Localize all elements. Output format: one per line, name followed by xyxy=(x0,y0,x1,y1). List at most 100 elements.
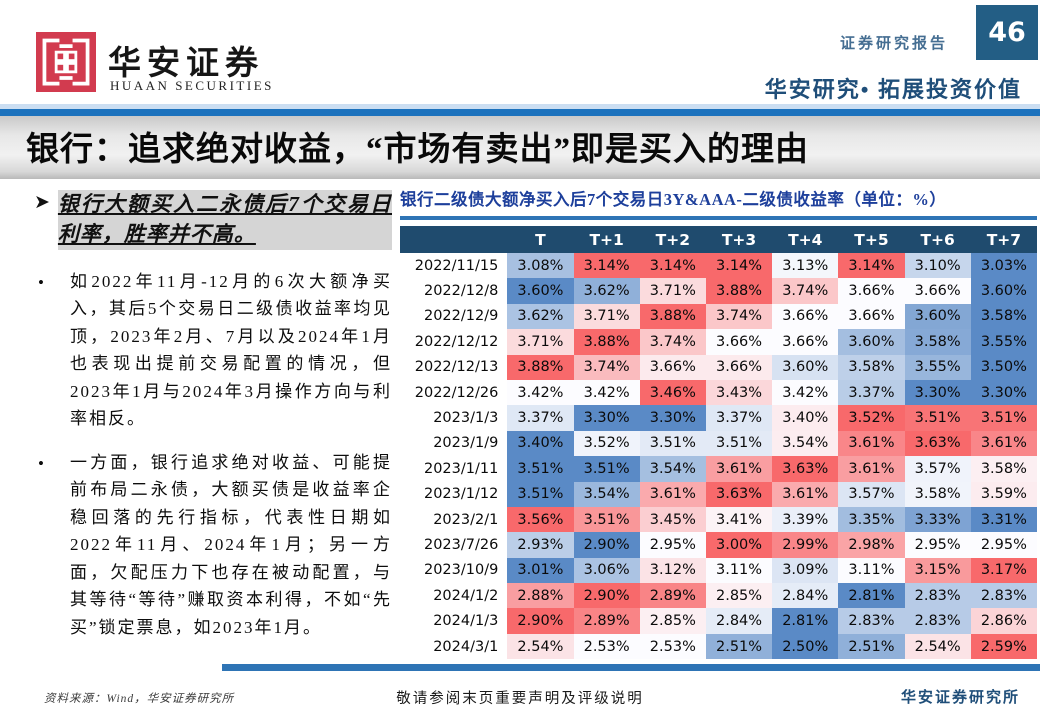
value-cell: 2.83% xyxy=(970,583,1037,609)
heatmap-table-block: 银行二级债大额净买入后7个交易日3Y&AAA-二级债收益率（单位：%） T T+1… xyxy=(400,186,1037,660)
value-cell: 2.83% xyxy=(838,608,905,634)
value-cell: 3.66% xyxy=(772,329,839,355)
date-cell: 2022/12/9 xyxy=(400,303,508,330)
brand-name-cn: 华安证券 xyxy=(108,46,264,82)
value-cell: 2.89% xyxy=(573,608,640,634)
value-cell: 3.33% xyxy=(904,506,971,533)
date-cell: 2023/1/3 xyxy=(400,405,508,431)
table-title-divider xyxy=(400,216,1037,220)
date-cell: 2023/2/1 xyxy=(400,506,508,533)
value-cell: 3.39% xyxy=(772,506,839,533)
brand-name-en: HUAAN SECURITIES xyxy=(110,78,274,93)
value-cell: 2.51% xyxy=(838,633,905,660)
value-cell: 3.61% xyxy=(772,481,839,507)
value-cell: 2.90% xyxy=(573,532,640,558)
value-cell: 3.58% xyxy=(838,354,905,380)
value-cell: 3.17% xyxy=(970,557,1037,584)
value-cell: 3.66% xyxy=(838,303,905,330)
bullet-item: 一方面，银行追求绝对收益、可能提前布局二永债，大额买债是收益率企稳回落的先行指标… xyxy=(34,449,392,642)
value-cell: 3.52% xyxy=(838,405,905,431)
value-cell: 3.43% xyxy=(705,379,773,406)
value-cell: 3.66% xyxy=(705,354,773,380)
value-cell: 2.90% xyxy=(573,583,640,609)
value-cell: 3.58% xyxy=(904,481,971,507)
column-header: T+3 xyxy=(705,226,773,253)
value-cell: 3.15% xyxy=(904,557,971,584)
value-cell: 3.55% xyxy=(904,354,971,380)
value-cell: 3.31% xyxy=(970,506,1037,533)
value-cell: 3.74% xyxy=(573,354,640,380)
column-header: T xyxy=(507,226,574,253)
value-cell: 2.93% xyxy=(507,532,574,558)
date-cell: 2023/1/9 xyxy=(400,430,508,457)
value-cell: 3.13% xyxy=(772,253,839,279)
value-cell: 2.98% xyxy=(838,532,905,558)
value-cell: 3.58% xyxy=(970,303,1037,330)
value-cell: 3.14% xyxy=(705,253,773,279)
value-cell: 3.51% xyxy=(639,430,706,457)
value-cell: 3.03% xyxy=(970,253,1037,279)
value-cell: 3.40% xyxy=(772,405,839,431)
source-note: 资料来源：Wind，华安证券研究所 xyxy=(44,693,235,705)
value-cell: 3.11% xyxy=(705,557,773,584)
value-cell: 3.74% xyxy=(772,278,839,304)
table-row: 2022/12/13 3.88% 3.74% 3.66% 3.66% 3.60% 3.58%… xyxy=(400,354,1037,380)
table-row: 2022/11/15 3.08% 3.14% 3.14% 3.14% 3.13% 3.14%… xyxy=(400,253,1037,279)
value-cell: 3.14% xyxy=(573,253,640,279)
value-cell: 3.54% xyxy=(573,481,640,507)
value-cell: 3.37% xyxy=(838,379,905,406)
date-cell: 2022/11/15 xyxy=(400,253,508,279)
table-corner-cell xyxy=(400,226,508,253)
value-cell: 2.50% xyxy=(772,633,839,660)
value-cell: 3.09% xyxy=(772,557,839,584)
value-cell: 3.71% xyxy=(573,303,640,330)
table-header-row: T T+1 T+2 T+3 T+4 T+5 T+6 T+7 xyxy=(400,226,1037,253)
value-cell: 2.84% xyxy=(705,608,773,634)
column-header: T+4 xyxy=(772,226,839,253)
value-cell: 2.88% xyxy=(507,583,574,609)
value-cell: 3.63% xyxy=(772,456,839,482)
value-cell: 3.45% xyxy=(639,506,706,533)
value-cell: 3.30% xyxy=(639,405,706,431)
value-cell: 3.51% xyxy=(573,456,640,482)
value-cell: 3.62% xyxy=(573,278,640,304)
date-cell: 2023/1/12 xyxy=(400,481,508,507)
table-title: 银行二级债大额净买入后7个交易日3Y&AAA-二级债收益率（单位：%） xyxy=(400,190,947,209)
value-cell: 3.88% xyxy=(507,354,574,380)
value-cell: 3.06% xyxy=(573,557,640,584)
table-row: 2023/2/1 3.56% 3.51% 3.45% 3.41% 3.39% 3.35% 3.… xyxy=(400,506,1037,533)
footer-accent-bar xyxy=(222,664,1040,671)
value-cell: 3.63% xyxy=(904,430,971,457)
table-row: 2022/12/8 3.60% 3.62% 3.71% 3.88% 3.74% 3.66% 3… xyxy=(400,278,1037,304)
value-cell: 2.81% xyxy=(772,608,839,634)
table-row: 2024/1/3 2.90% 2.89% 2.85% 2.84% 2.81% 2.83% 2.… xyxy=(400,608,1037,634)
value-cell: 3.58% xyxy=(904,329,971,355)
value-cell: 3.40% xyxy=(507,430,574,457)
bullet-item: 如2022年11月-12月的6次大额净买入，其后5个交易日二级债收益率均见顶，2… xyxy=(34,268,392,433)
value-cell: 3.58% xyxy=(970,456,1037,482)
value-cell: 2.59% xyxy=(970,633,1037,660)
value-cell: 3.88% xyxy=(639,303,706,330)
page-title: 银行：追求绝对收益，“市场有卖出”即是买入的理由 xyxy=(26,131,809,168)
value-cell: 2.83% xyxy=(904,583,971,609)
value-cell: 3.59% xyxy=(970,481,1037,507)
value-cell: 3.51% xyxy=(573,506,640,533)
value-cell: 2.53% xyxy=(639,633,706,660)
column-header: T+7 xyxy=(970,226,1037,253)
value-cell: 3.30% xyxy=(573,405,640,431)
bullet-list: 如2022年11月-12月的6次大额净买入，其后5个交易日二级债收益率均见顶，2… xyxy=(34,268,392,642)
value-cell: 2.99% xyxy=(772,532,839,558)
value-cell: 3.30% xyxy=(970,379,1037,406)
institute-label: 华安证券研究所 xyxy=(900,690,1020,706)
value-cell: 3.12% xyxy=(639,557,706,584)
value-cell: 3.56% xyxy=(507,506,574,533)
value-cell: 3.66% xyxy=(639,354,706,380)
value-cell: 3.61% xyxy=(838,430,905,457)
date-cell: 2023/7/26 xyxy=(400,532,508,558)
value-cell: 2.54% xyxy=(507,633,574,660)
value-cell: 3.71% xyxy=(507,329,574,355)
value-cell: 3.57% xyxy=(904,456,971,482)
column-header: T+6 xyxy=(904,226,971,253)
date-cell: 2022/12/26 xyxy=(400,379,508,406)
value-cell: 3.51% xyxy=(507,456,574,482)
